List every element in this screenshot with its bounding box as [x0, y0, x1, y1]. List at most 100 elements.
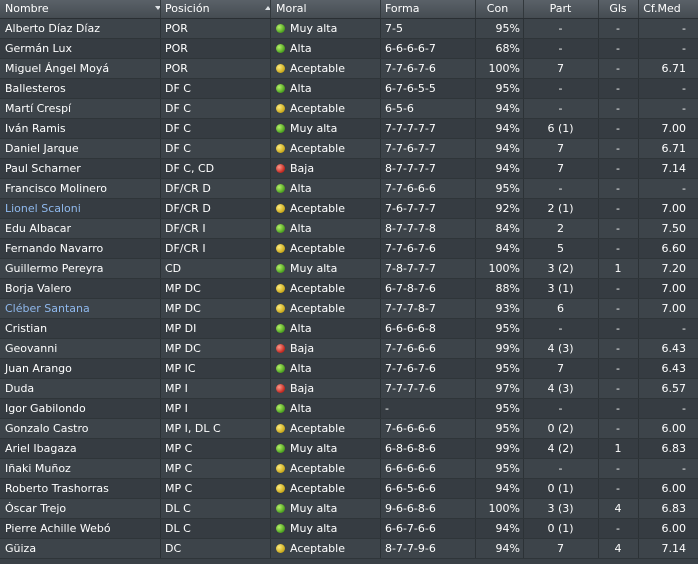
table-row[interactable]: Igor Gabilondo MP I Alta - 95% - - -	[0, 399, 698, 419]
player-avg-rating: 6.71	[661, 62, 687, 75]
player-morale: Muy alta	[270, 439, 380, 458]
player-name[interactable]: Lionel Scaloni	[0, 199, 160, 218]
table-row[interactable]: Cristian MP DI Alta 6-6-6-6-8 95% - - -	[0, 319, 698, 339]
player-position: MP DC	[165, 282, 201, 295]
morale-indicator-icon	[276, 184, 285, 193]
player-morale: Aceptable	[270, 239, 380, 258]
table-row[interactable]: Gonzalo Castro MP I, DL C Aceptable 7-6-6-6…	[0, 419, 698, 439]
player-name[interactable]: Duda	[0, 379, 160, 398]
table-row[interactable]: Fernando Navarro DF/CR I Aceptable 7-7-6-7-…	[0, 239, 698, 259]
player-name[interactable]: Geovanni	[0, 339, 160, 358]
table-row[interactable]: Iván Ramis DF C Muy alta 7-7-7-7-7 94% 6 (1) -…	[0, 119, 698, 139]
player-name[interactable]: Ballesteros	[0, 79, 160, 98]
table-row[interactable]: Pierre Achille Webó DL C Muy alta 6-6-7-6-6…	[0, 519, 698, 539]
player-name-label: Roberto Trashorras	[5, 482, 109, 495]
player-name[interactable]: Iván Ramis	[0, 119, 160, 138]
player-goals: -	[616, 162, 620, 175]
morale-indicator-icon	[276, 404, 285, 413]
table-row[interactable]: Daniel Jarque DF C Aceptable 7-7-6-7-7 94% 7 -…	[0, 139, 698, 159]
morale-label: Aceptable	[290, 422, 345, 435]
player-avg-rating: 7.00	[661, 282, 687, 295]
column-header-goals[interactable]: Gls	[609, 2, 627, 15]
player-position: MP C	[165, 442, 193, 455]
player-apps: -	[558, 322, 563, 335]
player-name[interactable]: Pierre Achille Webó	[0, 519, 160, 538]
player-name-label: Ariel Ibagaza	[5, 442, 77, 455]
player-form: 6-7-8-7-6	[385, 282, 436, 295]
table-row[interactable]: Geovanni MP DC Baja 7-7-6-6-6 99% 4 (3) - 6.43	[0, 339, 698, 359]
player-avg-rating: -	[682, 22, 686, 35]
player-name[interactable]: Igor Gabilondo	[0, 399, 160, 418]
table-row[interactable]: Guillermo Pereyra CD Muy alta 7-8-7-7-7 100%…	[0, 259, 698, 279]
player-form: 7-7-6-7-6	[385, 62, 436, 75]
player-name[interactable]: Roberto Trashorras	[0, 479, 160, 498]
table-row[interactable]: Edu Albacar DF/CR I Alta 8-7-7-7-8 84% 2 - 7.50	[0, 219, 698, 239]
table-row[interactable]: Juan Arango MP IC Alta 7-7-6-7-6 95% 7 - 6.43	[0, 359, 698, 379]
table-row[interactable]: Francisco Molinero DF/CR D Alta 7-7-6-6-6 95…	[0, 179, 698, 199]
player-condition: 84%	[495, 222, 520, 235]
player-name[interactable]: Iñaki Muñoz	[0, 459, 160, 478]
column-header-apps[interactable]: Part	[549, 2, 572, 15]
player-name-label: Francisco Molinero	[5, 182, 107, 195]
player-name[interactable]: Güiza	[0, 539, 160, 558]
table-row[interactable]: Alberto Díaz Díaz POR Muy alta 7-5 95% - - -	[0, 19, 698, 39]
table-row[interactable]: Güiza DC Aceptable 8-7-7-9-6 94% 7 4 7.14	[0, 539, 698, 559]
player-position: MP DI	[165, 322, 197, 335]
column-header-condition[interactable]: Con	[486, 2, 509, 15]
table-row[interactable]: Iñaki Muñoz MP C Aceptable 6-6-6-6-6 95% - - -	[0, 459, 698, 479]
player-goals: -	[616, 342, 620, 355]
player-condition: 88%	[495, 282, 520, 295]
player-condition: 94%	[495, 102, 520, 115]
player-name[interactable]: Martí Crespí	[0, 99, 160, 118]
player-name[interactable]: Guillermo Pereyra	[0, 259, 160, 278]
player-name[interactable]: Daniel Jarque	[0, 139, 160, 158]
player-morale: Alta	[270, 359, 380, 378]
player-name[interactable]: Ariel Ibagaza	[0, 439, 160, 458]
player-name-label: Igor Gabilondo	[5, 402, 86, 415]
column-header-avg-rating[interactable]: Cf.Med	[643, 2, 681, 15]
player-position: DF/CR I	[165, 222, 206, 235]
player-name[interactable]: Paul Scharner	[0, 159, 160, 178]
column-header-morale[interactable]: Moral	[276, 2, 307, 15]
player-name[interactable]: Fernando Navarro	[0, 239, 160, 258]
table-row[interactable]: Roberto Trashorras MP C Aceptable 6-6-5-6-6…	[0, 479, 698, 499]
table-row[interactable]: Martí Crespí DF C Aceptable 6-5-6 94% - - -	[0, 99, 698, 119]
player-position: DF C	[165, 102, 191, 115]
player-condition: 95%	[495, 362, 520, 375]
player-name[interactable]: Gonzalo Castro	[0, 419, 160, 438]
player-name[interactable]: Miguel Ángel Moyá	[0, 59, 160, 78]
player-apps: 2	[557, 222, 564, 235]
player-morale: Aceptable	[270, 99, 380, 118]
player-name[interactable]: Cléber Santana	[0, 299, 160, 318]
player-name[interactable]: Borja Valero	[0, 279, 160, 298]
player-name[interactable]: Francisco Molinero	[0, 179, 160, 198]
table-row[interactable]: Duda MP I Baja 7-7-7-7-6 97% 4 (3) - 6.57	[0, 379, 698, 399]
morale-indicator-icon	[276, 224, 285, 233]
player-name[interactable]: Alberto Díaz Díaz	[0, 19, 160, 38]
table-row[interactable]: Ariel Ibagaza MP C Muy alta 6-8-6-8-6 99% 4 (…	[0, 439, 698, 459]
player-morale: Baja	[270, 379, 380, 398]
table-row[interactable]: Borja Valero MP DC Aceptable 6-7-8-7-6 88% 3 …	[0, 279, 698, 299]
sort-desc-icon	[155, 6, 160, 10]
player-name[interactable]: Germán Lux	[0, 39, 160, 58]
player-apps: 2 (1)	[547, 202, 574, 215]
table-row[interactable]: Germán Lux POR Alta 6-6-6-6-7 68% - - -	[0, 39, 698, 59]
player-name[interactable]: Edu Albacar	[0, 219, 160, 238]
morale-label: Alta	[290, 362, 312, 375]
morale-indicator-icon	[276, 524, 285, 533]
table-row[interactable]: Óscar Trejo DL C Muy alta 9-6-6-8-6 100% 3 (3…	[0, 499, 698, 519]
player-name[interactable]: Óscar Trejo	[0, 499, 160, 518]
player-name[interactable]: Cristian	[0, 319, 160, 338]
table-row[interactable]: Paul Scharner DF C, CD Baja 8-7-7-7-7 94% 7 - 7…	[0, 159, 698, 179]
table-row[interactable]: Lionel Scaloni DF/CR D Aceptable 7-6-7-7-7 9…	[0, 199, 698, 219]
column-header-position[interactable]: Posición	[160, 0, 270, 18]
table-row[interactable]: Ballesteros DF C Alta 6-7-6-5-5 95% - - -	[0, 79, 698, 99]
player-avg-rating: -	[682, 82, 686, 95]
column-header-form[interactable]: Forma	[385, 2, 420, 15]
column-header-name[interactable]: Nombre	[0, 0, 160, 18]
table-row[interactable]: Miguel Ángel Moyá POR Aceptable 7-7-6-7-6 10…	[0, 59, 698, 79]
morale-indicator-icon	[276, 144, 285, 153]
player-condition: 94%	[495, 142, 520, 155]
table-row[interactable]: Cléber Santana MP DC Aceptable 7-7-7-8-7 93%…	[0, 299, 698, 319]
player-name[interactable]: Juan Arango	[0, 359, 160, 378]
